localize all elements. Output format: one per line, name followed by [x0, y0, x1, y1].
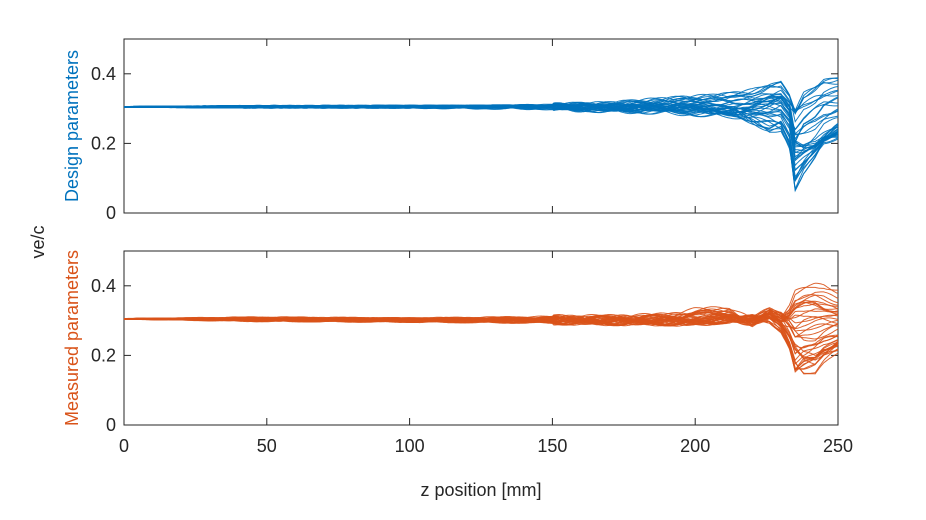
top-y-axis-label: Design parameters	[62, 50, 82, 202]
bottom-x-tick-label: 100	[395, 436, 425, 456]
bottom-y-tick-label: 0	[106, 415, 116, 435]
bottom-series-line	[124, 301, 839, 324]
bottom-series-line	[123, 315, 839, 361]
bottom-y-tick-label: 0.2	[91, 345, 116, 365]
top-axes-box	[123, 38, 839, 214]
x-axis-label: z position [mm]	[420, 480, 541, 500]
bottom-series-line	[123, 312, 839, 360]
shared-y-axis-label: ve/c	[28, 225, 48, 258]
design-parameters-panel: 0 0.2 0.4 Design parameters	[62, 38, 839, 223]
top-series-lines	[123, 77, 839, 193]
measured-parameters-panel: 0 50 100 150 200 250 0 0.2 0.4 Measured paramet…	[62, 250, 853, 500]
bottom-y-ticks: 0 0.2 0.4	[91, 276, 838, 435]
bottom-x-tick-label: 150	[537, 436, 567, 456]
bottom-series-lines	[123, 282, 839, 375]
bottom-y-axis-label: Measured parameters	[62, 250, 82, 426]
bottom-x-tick-label: 0	[119, 436, 129, 456]
top-y-tick-label: 0.4	[91, 64, 116, 84]
top-series-line	[124, 100, 839, 146]
top-y-tick-label: 0	[106, 203, 116, 223]
bottom-y-tick-label: 0.4	[91, 276, 116, 296]
top-y-tick-label: 0.2	[91, 133, 116, 153]
bottom-axes-box	[123, 250, 839, 426]
bottom-x-tick-label: 50	[257, 436, 277, 456]
top-series-line	[123, 77, 839, 113]
top-x-ticks	[123, 39, 839, 213]
bottom-x-ticks: 0 50 100 150 200 250	[119, 251, 853, 456]
bottom-x-tick-label: 200	[680, 436, 710, 456]
bottom-x-tick-label: 250	[823, 436, 853, 456]
top-y-ticks: 0 0.2 0.4	[91, 64, 838, 223]
